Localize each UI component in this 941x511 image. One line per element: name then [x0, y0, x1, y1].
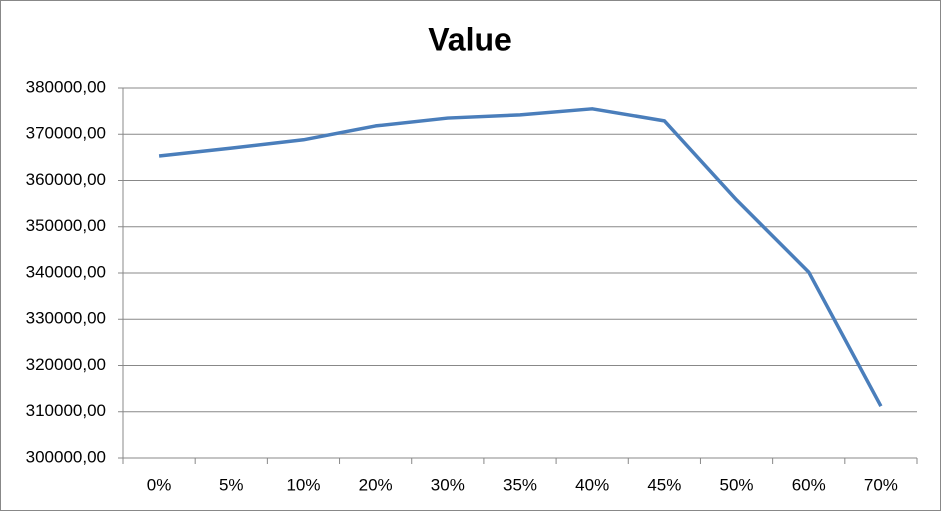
y-tick-label: 320000,00: [26, 355, 106, 374]
y-tick-label: 360000,00: [26, 170, 106, 189]
y-tick-label: 380000,00: [26, 77, 106, 96]
x-tick-label: 45%: [647, 475, 681, 494]
y-tick-label: 310000,00: [26, 401, 106, 420]
x-tick-label: 30%: [431, 475, 465, 494]
y-tick-label: 340000,00: [26, 262, 106, 281]
x-tick-label: 40%: [575, 475, 609, 494]
y-tick-label: 350000,00: [26, 216, 106, 235]
y-tick-label: 300000,00: [26, 447, 106, 466]
x-tick-label: 60%: [792, 475, 826, 494]
x-tick-label: 0%: [147, 475, 172, 494]
x-tick-label: 10%: [286, 475, 320, 494]
x-tick-label: 5%: [219, 475, 244, 494]
chart-title: Value: [428, 21, 512, 57]
x-tick-label: 50%: [720, 475, 754, 494]
x-tick-label: 35%: [503, 475, 537, 494]
x-tick-label: 70%: [864, 475, 898, 494]
y-tick-label: 330000,00: [26, 309, 106, 328]
line-series: [158, 107, 883, 408]
x-tick-label: 20%: [359, 475, 393, 494]
y-tick-label: 370000,00: [26, 124, 106, 143]
